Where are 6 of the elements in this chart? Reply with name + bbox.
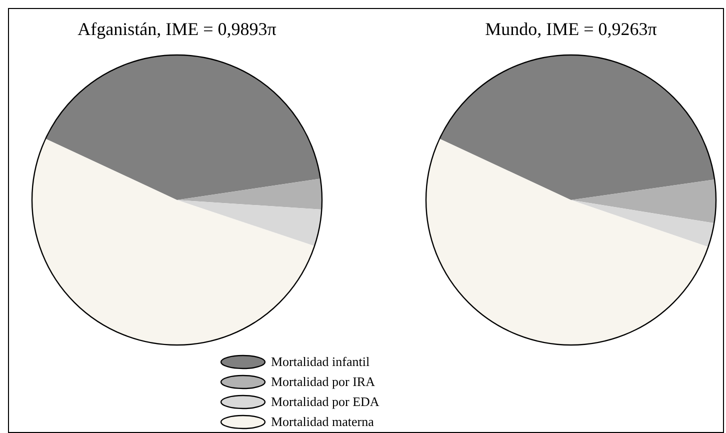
chart-title: Afganistán, IME = 0,9893π — [76, 19, 278, 41]
legend-label: Mortalidad infantil — [271, 354, 370, 370]
legend-label: Mortalidad materna — [271, 414, 374, 430]
chart-title: Mundo, IME = 0,9263π — [484, 19, 658, 41]
legend-label: Mortalidad por IRA — [271, 374, 375, 390]
legend-label: Mortalidad por EDA — [271, 394, 380, 410]
